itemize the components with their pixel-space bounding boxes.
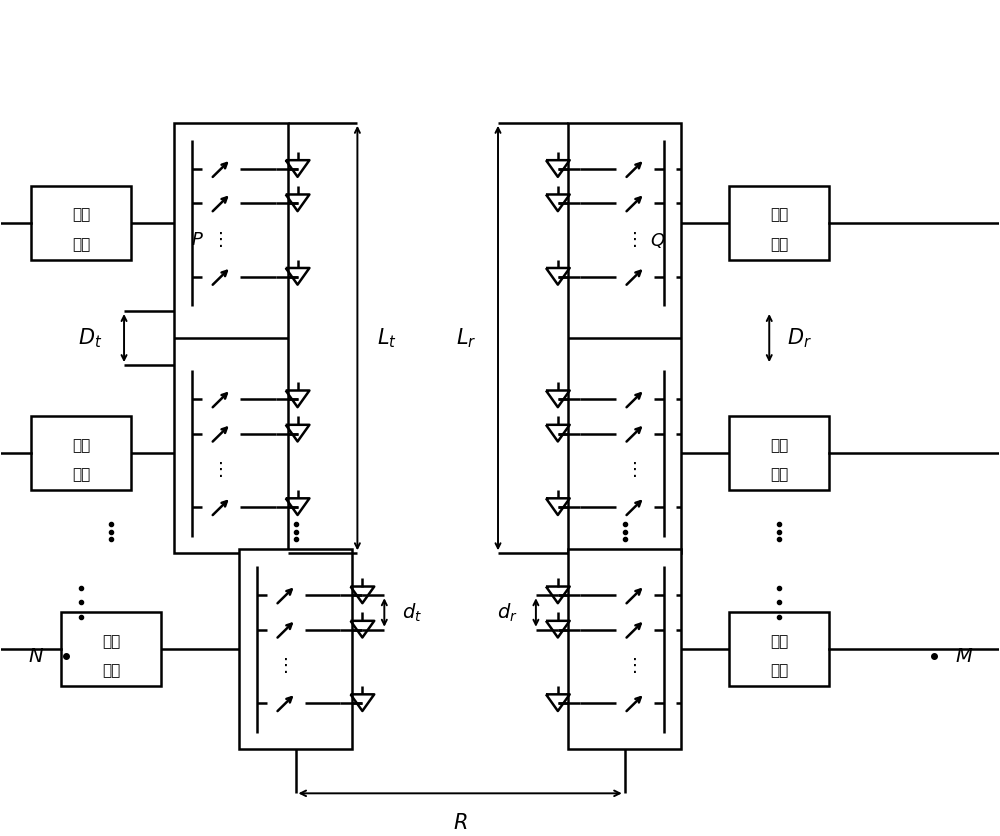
Text: 链路: 链路 — [72, 467, 90, 482]
Text: 射频: 射频 — [72, 438, 90, 453]
Bar — [186, 365, 276, 542]
Bar — [186, 135, 276, 311]
Text: $L_t$: $L_t$ — [377, 326, 397, 349]
Bar — [31, 416, 131, 490]
Text: ⋮: ⋮ — [212, 231, 230, 249]
Text: $D_t$: $D_t$ — [78, 326, 102, 349]
Text: 射频: 射频 — [770, 207, 788, 222]
Text: 链路: 链路 — [102, 663, 120, 678]
Text: $L_r$: $L_r$ — [456, 326, 476, 349]
Text: $d_t$: $d_t$ — [402, 601, 422, 624]
Bar — [31, 186, 131, 260]
Bar — [580, 561, 670, 737]
Text: ⋮: ⋮ — [277, 657, 295, 675]
Bar — [251, 561, 340, 737]
Text: 射频: 射频 — [72, 207, 90, 222]
Bar — [568, 123, 681, 553]
Text: 链路: 链路 — [770, 467, 788, 482]
Bar — [580, 135, 670, 311]
Text: ⋮: ⋮ — [626, 657, 644, 675]
Bar — [174, 123, 288, 553]
Text: 射频: 射频 — [770, 438, 788, 453]
Bar — [729, 613, 829, 686]
Text: 链路: 链路 — [72, 237, 90, 252]
Bar — [239, 549, 352, 749]
Text: ⋮: ⋮ — [212, 461, 230, 479]
Bar — [729, 186, 829, 260]
Bar — [580, 365, 670, 542]
Text: $Q$: $Q$ — [650, 231, 665, 250]
Text: 链路: 链路 — [770, 663, 788, 678]
Text: $D_r$: $D_r$ — [787, 326, 812, 349]
Text: 射频: 射频 — [770, 634, 788, 649]
Bar — [568, 549, 681, 749]
Text: $R$: $R$ — [453, 813, 467, 833]
Bar — [61, 613, 161, 686]
Text: $d_r$: $d_r$ — [497, 601, 518, 624]
Text: $N$: $N$ — [28, 646, 44, 665]
Text: 链路: 链路 — [770, 237, 788, 252]
Text: $M$: $M$ — [955, 646, 973, 665]
Text: ⋮: ⋮ — [626, 461, 644, 479]
Text: $P$: $P$ — [191, 231, 204, 249]
Text: 射频: 射频 — [102, 634, 120, 649]
Text: ⋮: ⋮ — [626, 231, 644, 249]
Bar — [729, 416, 829, 490]
